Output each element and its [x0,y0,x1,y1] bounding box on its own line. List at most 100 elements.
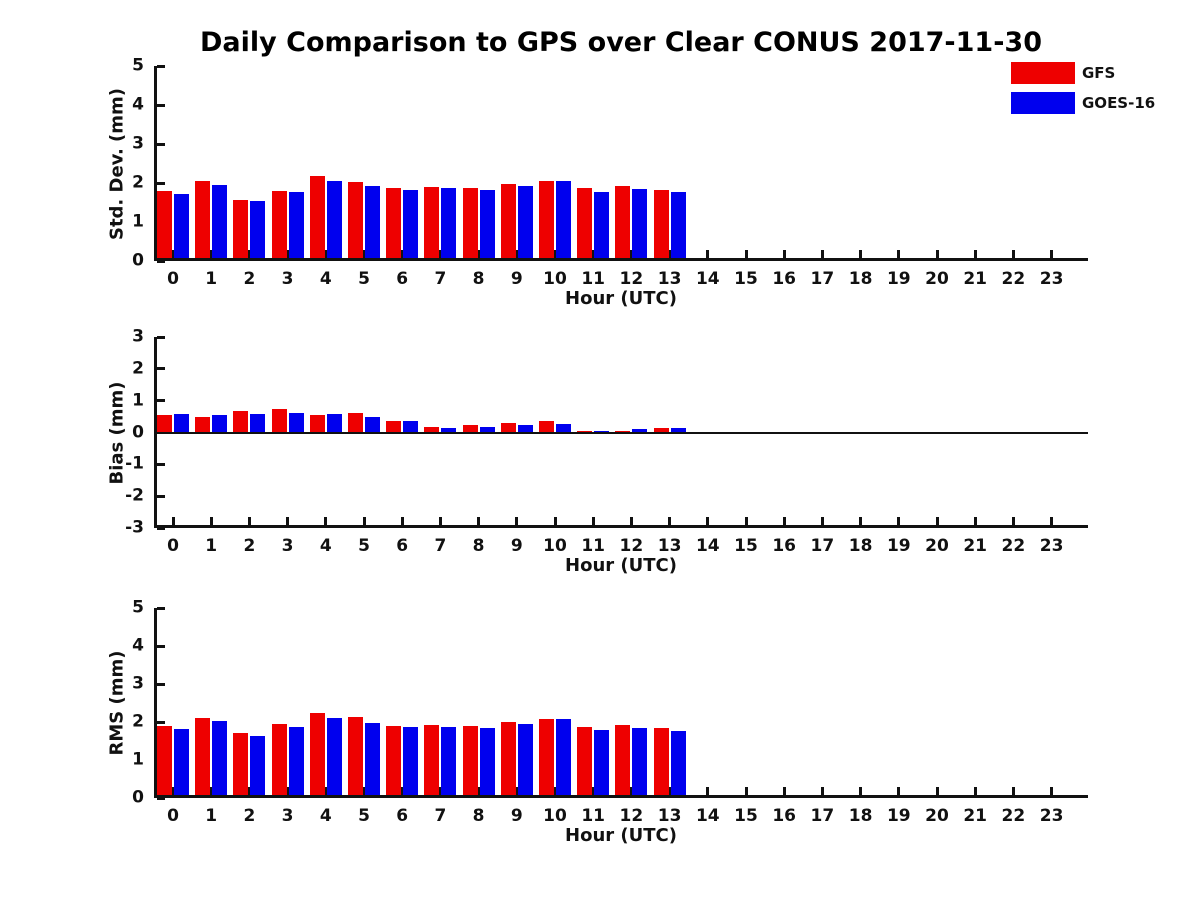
x-tick [629,787,633,795]
x-tick [286,250,290,258]
x-tick-label: 5 [358,536,370,556]
y-tick-label: 3 [132,673,144,694]
x-tick [629,517,633,525]
bar-gfs [309,712,325,798]
x-tick [706,517,710,525]
y-tick-label: 2 [132,172,144,193]
x-tick [438,250,442,258]
x-tick-label: 16 [772,269,797,289]
bar-gfs [309,414,325,433]
bar-gfs [539,180,554,261]
y-tick [157,462,165,466]
x-tick [286,787,290,795]
x-tick-label: 1 [205,806,218,826]
bar-gfs [653,728,669,798]
x-tick [209,250,213,258]
x-tick-label: 22 [1001,806,1026,826]
x-tick-label: 10 [543,536,567,556]
bar-goes16 [212,720,228,798]
x-tick-label: 10 [543,806,567,826]
x-tick-label: 20 [925,806,949,826]
y-tick-label: -2 [125,485,144,506]
plot-area-stddev: 0 1 2 3 4 5 0 1 2 3 4 5 6 7 8 9 10 11 12 13 14 15 16 17 18 19 20 21… [132,57,1088,289]
x-tick [706,250,710,258]
x-tick [782,787,786,795]
x-tick-label: 14 [695,806,720,826]
bar-gfs [615,185,631,261]
x-tick [744,517,748,525]
x-tick-label: 1 [205,269,218,289]
bar-gfs [348,413,363,433]
x-tick-label: 6 [396,806,409,826]
bar-goes16 [594,191,610,261]
x-tick [591,787,595,795]
y-tick-label: 1 [132,390,144,411]
x-tick [171,517,175,525]
x-tick-label: 2 [243,269,256,289]
bar-goes16 [365,417,380,433]
bar-goes16 [250,201,266,261]
x-tick [209,517,213,525]
x-tick-label: 21 [963,806,988,826]
x-tick [1011,787,1015,795]
x-tick-label: 0 [167,806,179,826]
x-tick-label: 21 [963,269,988,289]
bar-goes16 [441,188,457,261]
bar-gfs [653,428,669,433]
chart-title: Daily Comparison to GPS over Clear CONUS… [200,27,1042,58]
x-tick-label: 3 [281,269,294,289]
legend-label-gfs: GFS [1082,64,1116,82]
y-tick [157,64,165,68]
x-tick-label: 13 [657,269,682,289]
bar-goes16 [441,427,457,433]
legend-label-goes16: GOES-16 [1082,94,1156,112]
x-tick-label: 18 [848,536,873,556]
bar-gfs [348,717,363,798]
x-tick-label: 3 [281,536,294,556]
x-tick-label: 12 [619,269,644,289]
x-tick-label: 17 [810,536,835,556]
bar-gfs [271,723,287,798]
bar-goes16 [594,730,610,798]
x-tick [935,517,939,525]
bar-gfs [424,427,440,433]
y-tick-label: -3 [125,517,144,538]
bar-goes16 [174,728,189,798]
x-tick [171,250,175,258]
bar-goes16 [288,413,304,433]
x-tick [515,250,519,258]
y-tick [157,142,165,146]
x-tick-label: 6 [396,269,409,289]
x-tick-label: 23 [1039,269,1064,289]
bar-goes16 [212,184,228,261]
x-axis-spine [154,795,1088,798]
x-tick-label: 7 [434,536,447,556]
x-tick-label: 18 [848,806,873,826]
x-tick-label: 2 [243,806,256,826]
x-tick [438,787,442,795]
x-tick-label: 5 [358,269,370,289]
bar-goes16 [479,728,495,798]
bar-gfs [653,189,669,261]
y-tick-label: 5 [132,597,144,618]
x-tick [629,250,633,258]
y-axis-label-rms: RMS (mm) [106,650,128,756]
x-tick [897,787,901,795]
bar-goes16 [556,718,571,798]
x-tick [706,787,710,795]
x-tick [362,517,366,525]
x-tick-label: 8 [472,536,485,556]
x-tick-label: 0 [167,536,179,556]
y-tick-label: 0 [132,250,144,271]
x-tick-label: 13 [657,536,682,556]
x-tick [515,517,519,525]
x-tick [171,787,175,795]
x-tick-label: 8 [472,269,485,289]
bar-gfs [386,421,402,433]
x-tick-label: 12 [619,806,644,826]
x-tick-label: 23 [1039,536,1064,556]
x-tick-label: 0 [167,269,179,289]
